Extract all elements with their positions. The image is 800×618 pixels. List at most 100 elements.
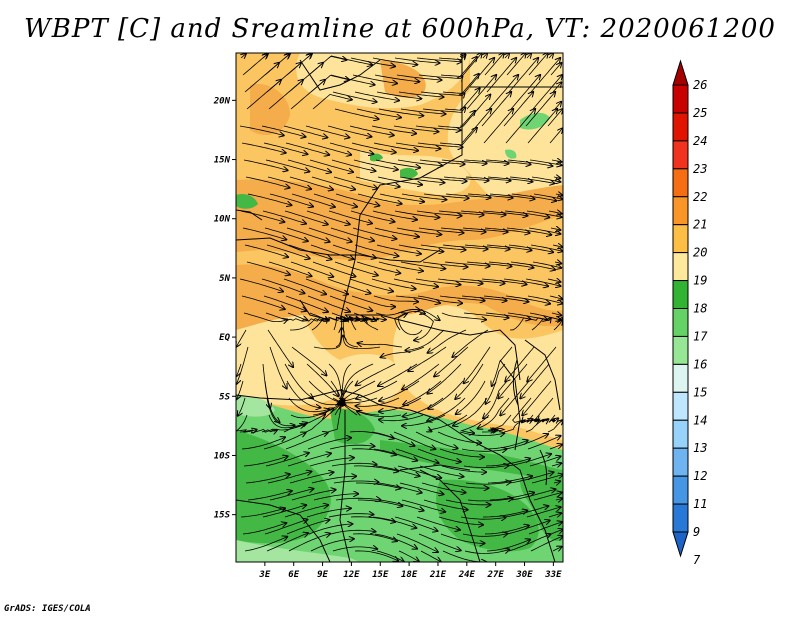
streamline xyxy=(349,278,393,291)
streamline xyxy=(550,228,560,230)
streamline xyxy=(358,499,402,506)
streamline xyxy=(289,176,333,190)
streamline xyxy=(263,295,306,311)
streamline xyxy=(342,318,359,348)
streamline xyxy=(525,278,561,286)
colorbar-swatch xyxy=(672,224,689,254)
streamline xyxy=(505,295,550,304)
streamline xyxy=(236,414,257,432)
streamline xyxy=(266,533,308,552)
streamline xyxy=(378,261,423,271)
streamline xyxy=(492,346,513,386)
wbpt-field xyxy=(236,53,563,562)
streamline xyxy=(504,210,549,217)
streamline xyxy=(246,261,290,275)
streamline xyxy=(343,363,374,394)
streamline xyxy=(553,177,560,178)
streamline xyxy=(335,498,381,500)
streamline xyxy=(396,533,438,552)
streamline xyxy=(343,336,381,349)
streamline xyxy=(377,482,422,493)
streamline xyxy=(402,414,446,426)
streamline xyxy=(285,142,329,155)
streamline xyxy=(461,449,507,451)
streamline xyxy=(420,550,441,562)
streamline xyxy=(394,516,438,531)
streamline xyxy=(487,176,533,182)
streamline xyxy=(397,314,423,336)
streamline xyxy=(306,210,350,224)
streamline xyxy=(353,159,398,170)
streamline xyxy=(376,244,421,254)
streamline xyxy=(379,380,420,401)
streamline xyxy=(453,397,488,426)
lat-tick-label: EQ xyxy=(219,333,230,343)
streamline xyxy=(506,53,526,76)
streamline xyxy=(328,514,374,517)
streamline xyxy=(308,55,347,76)
streamline xyxy=(503,92,533,127)
streamline xyxy=(243,456,288,467)
streamline xyxy=(395,448,439,463)
streamline xyxy=(486,540,530,552)
streamline xyxy=(552,245,562,247)
streamline xyxy=(285,295,328,312)
streamline xyxy=(266,244,310,259)
colorbar-swatch xyxy=(672,252,689,282)
streamline xyxy=(504,506,548,518)
streamline xyxy=(331,463,377,466)
streamline xyxy=(535,397,554,422)
streamline xyxy=(510,261,555,270)
streamline xyxy=(484,526,529,535)
streamline xyxy=(352,533,397,541)
streamline xyxy=(356,108,401,118)
streamline xyxy=(421,176,467,181)
lon-tick-label: 15E xyxy=(372,570,389,580)
colorbar-swatch xyxy=(672,84,689,114)
streamline xyxy=(510,75,540,110)
streamline xyxy=(555,498,562,500)
streamline xyxy=(242,523,286,535)
streamline xyxy=(420,92,465,96)
streamline xyxy=(398,244,443,252)
streamline xyxy=(464,244,510,249)
streamline xyxy=(308,524,352,535)
streamline xyxy=(372,516,416,528)
streamline xyxy=(434,346,469,376)
country-borders xyxy=(236,53,563,562)
streamline xyxy=(417,448,461,462)
streamline xyxy=(331,159,375,171)
streamline xyxy=(531,176,560,182)
streamline xyxy=(400,108,446,114)
streamline xyxy=(247,491,292,501)
streamline xyxy=(374,533,417,549)
streamline xyxy=(379,414,424,421)
streamline xyxy=(349,431,394,439)
streamline xyxy=(351,448,396,455)
streamline xyxy=(247,193,291,205)
lon-tick-label: 24E xyxy=(458,570,476,580)
streamline xyxy=(530,58,560,93)
streamline xyxy=(240,508,285,518)
streamline xyxy=(507,454,551,467)
streamline xyxy=(267,329,293,367)
streamline xyxy=(525,419,548,433)
streamline xyxy=(311,476,356,484)
streamline xyxy=(267,176,311,189)
streamline xyxy=(330,227,374,241)
streamline xyxy=(286,380,321,408)
streamline xyxy=(375,465,420,476)
streamline xyxy=(361,318,379,331)
streamline xyxy=(486,58,516,93)
streamline xyxy=(488,75,518,110)
streamline xyxy=(483,295,528,302)
lon-tick-label: 6E xyxy=(288,570,299,580)
streamline xyxy=(551,313,561,315)
streamline xyxy=(399,176,444,183)
streamline xyxy=(241,437,285,450)
streamline xyxy=(372,210,417,220)
streamline xyxy=(356,397,400,406)
colorbar-swatch xyxy=(672,503,689,533)
colorbar-label: 17 xyxy=(693,329,708,343)
streamline xyxy=(306,508,351,518)
